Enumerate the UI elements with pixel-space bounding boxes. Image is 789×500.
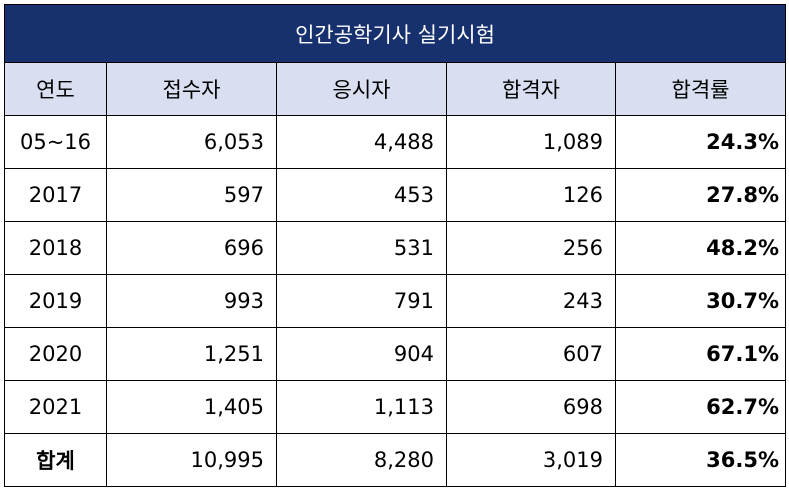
cell-passers: 1,089: [446, 115, 616, 169]
header-applicants: 접수자: [106, 62, 277, 116]
exam-stats-table-container: 인간공학기사 실기시험 연도 접수자 응시자 합격자 합격률 05~16 6,0…: [3, 4, 787, 487]
cell-total-pass-rate: 36.5%: [614, 433, 787, 487]
table-row: 2017 597 453 126 27.8%: [4, 168, 787, 222]
table-row: 2018 696 531 256 48.2%: [4, 221, 787, 275]
cell-applicants: 1,405: [106, 380, 277, 434]
header-row: 연도 접수자 응시자 합격자 합격률: [4, 62, 787, 116]
cell-examinees: 791: [276, 274, 447, 328]
cell-examinees: 1,113: [276, 380, 447, 434]
cell-pass-rate: 67.1%: [614, 327, 787, 381]
cell-applicants: 597: [106, 168, 277, 222]
table-row: 2020 1,251 904 607 67.1%: [4, 327, 787, 381]
cell-applicants: 1,251: [106, 327, 277, 381]
cell-applicants: 696: [106, 221, 277, 275]
cell-pass-rate: 30.7%: [614, 274, 787, 328]
header-pass-rate: 합격률: [614, 62, 787, 116]
cell-passers: 607: [446, 327, 616, 381]
cell-year: 2018: [4, 221, 107, 275]
cell-total-applicants: 10,995: [106, 433, 277, 487]
cell-passers: 256: [446, 221, 616, 275]
cell-examinees: 4,488: [276, 115, 447, 169]
cell-total-passers: 3,019: [446, 433, 616, 487]
header-examinees: 응시자: [276, 62, 447, 116]
cell-examinees: 531: [276, 221, 447, 275]
cell-year: 05~16: [4, 115, 107, 169]
cell-passers: 126: [446, 168, 616, 222]
cell-passers: 698: [446, 380, 616, 434]
cell-pass-rate: 48.2%: [614, 221, 787, 275]
cell-pass-rate: 27.8%: [614, 168, 787, 222]
cell-applicants: 6,053: [106, 115, 277, 169]
header-year: 연도: [4, 62, 107, 116]
table-row: 2019 993 791 243 30.7%: [4, 274, 787, 328]
cell-total-examinees: 8,280: [276, 433, 447, 487]
cell-year: 2019: [4, 274, 107, 328]
exam-stats-table: 인간공학기사 실기시험 연도 접수자 응시자 합격자 합격률 05~16 6,0…: [3, 4, 787, 487]
header-passers: 합격자: [446, 62, 616, 116]
table-title: 인간공학기사 실기시험: [3, 4, 787, 63]
cell-year: 2021: [4, 380, 107, 434]
cell-examinees: 453: [276, 168, 447, 222]
cell-examinees: 904: [276, 327, 447, 381]
cell-pass-rate: 24.3%: [614, 115, 787, 169]
cell-applicants: 993: [106, 274, 277, 328]
cell-year: 2020: [4, 327, 107, 381]
cell-total-label: 합계: [4, 433, 107, 487]
table-row: 05~16 6,053 4,488 1,089 24.3%: [4, 115, 787, 169]
total-row: 합계 10,995 8,280 3,019 36.5%: [4, 433, 787, 487]
cell-pass-rate: 62.7%: [614, 380, 787, 434]
table-row: 2021 1,405 1,113 698 62.7%: [4, 380, 787, 434]
cell-year: 2017: [4, 168, 107, 222]
cell-passers: 243: [446, 274, 616, 328]
